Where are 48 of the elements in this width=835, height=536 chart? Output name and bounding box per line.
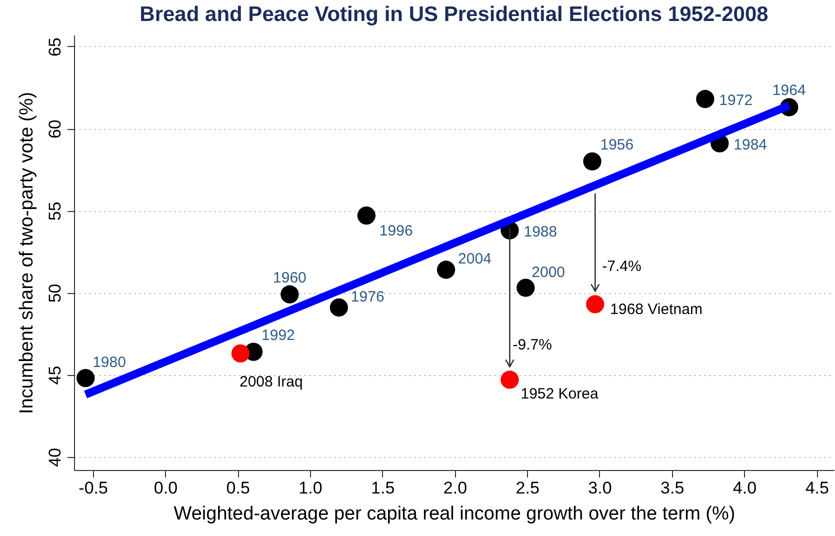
y-tick-label: 65 (46, 38, 64, 56)
x-tick-label: 4.5 (805, 478, 829, 498)
point (330, 298, 348, 317)
x-tick-label: 3.0 (588, 478, 612, 498)
annotation: 1988 (524, 223, 558, 240)
x-tick-label: 0.5 (226, 478, 250, 498)
y-tick-label: 50 (46, 284, 64, 303)
x-tick-label: 4.0 (732, 478, 757, 498)
y-tick-label: 60 (46, 120, 64, 139)
point (500, 370, 519, 389)
x-tick-label: 2.0 (443, 478, 468, 498)
point (231, 344, 250, 363)
annotation: 1964 (772, 82, 806, 100)
annotation: 2008 Iraq (239, 373, 303, 390)
annotation: 2000 (532, 264, 566, 281)
annotation: 1960 (273, 269, 306, 286)
point (586, 295, 604, 314)
point (280, 285, 299, 304)
y-axis-title: Incumbent share of two-party vote (%) (16, 92, 38, 414)
annotation: 1976 (350, 288, 384, 306)
annotation: 1996 (379, 222, 413, 240)
annotation: 1952 Korea (520, 386, 599, 403)
x-tick-label: 1.5 (371, 478, 395, 498)
point (696, 90, 714, 108)
y-tick-label: 45 (46, 366, 64, 385)
x-tick-label: 3.5 (660, 478, 684, 498)
annotation: 2004 (458, 250, 492, 268)
annotation: 1980 (92, 354, 126, 372)
y-tick-label: 40 (46, 448, 64, 467)
annotation: -7.4% (602, 258, 642, 276)
point (357, 206, 376, 225)
annotation: 1972 (719, 92, 753, 110)
y-tick-label: 55 (46, 202, 64, 221)
point (76, 369, 95, 388)
annotation: -9.7% (512, 336, 552, 354)
annotation: 1992 (262, 326, 295, 344)
annotation: 1984 (734, 136, 768, 154)
point (516, 278, 535, 297)
x-tick-label: -0.5 (78, 478, 108, 498)
x-tick-label: 1.0 (298, 478, 322, 498)
point (436, 260, 456, 279)
annotation: 1956 (600, 136, 634, 154)
x-tick-label: 2.5 (516, 478, 540, 498)
x-tick-label: 0.0 (154, 478, 178, 498)
chart-title: Bread and Peace Voting in US Presidential Elections 1952-2008 (140, 3, 769, 26)
x-axis-title: Weighted-average per capita real income growth over the term (%) (174, 504, 736, 524)
annotation: 1968 Vietnam (610, 301, 702, 318)
point (583, 152, 602, 170)
